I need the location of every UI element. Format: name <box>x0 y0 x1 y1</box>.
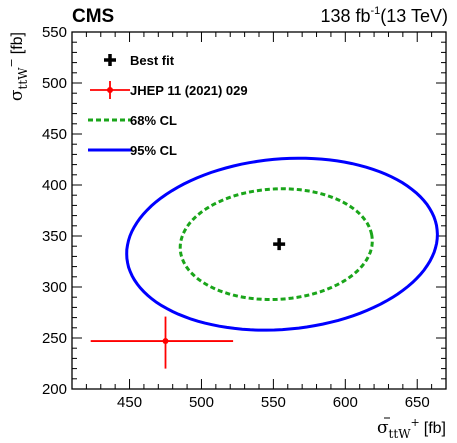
legend-item: JHEP 11 (2021) 029 <box>90 81 248 99</box>
legend-label: 95% CL <box>130 143 177 158</box>
y-tick-label: 250 <box>42 330 67 347</box>
legend-item: Best fit <box>104 53 175 68</box>
y-tick-label: 500 <box>42 75 67 92</box>
x-tick-label: 650 <box>405 394 430 411</box>
reference-point <box>162 338 169 345</box>
luminosity-label: 138 fb-1(13 TeV) <box>320 5 448 26</box>
y-tick-label: 350 <box>42 228 67 245</box>
legend-item: 95% CL <box>88 143 177 158</box>
x-tick-label: 450 <box>117 394 142 411</box>
legend: Best fit JHEP 11 (2021) 029 68% CL 95% CL <box>88 53 248 158</box>
points <box>90 238 286 369</box>
x-tick-label: 500 <box>189 394 214 411</box>
y-axis-title: σttW−[fb] <box>5 32 30 101</box>
legend-label: JHEP 11 (2021) 029 <box>130 83 248 98</box>
plot-frame <box>71 31 447 390</box>
legend-label: Best fit <box>130 53 175 68</box>
contour-95cl <box>125 156 439 332</box>
best-fit-marker <box>273 238 286 251</box>
axis-ticks <box>71 31 447 390</box>
y-tick-label: 200 <box>42 381 67 398</box>
x-tick-label: 550 <box>261 394 286 411</box>
y-tick-label: 450 <box>42 126 67 143</box>
contour-68cl <box>178 187 374 301</box>
x-axis-title: σttW+ [fb] <box>377 416 446 441</box>
legend-cross-icon <box>104 54 116 66</box>
legend-point <box>107 87 113 93</box>
y-tick-label: 400 <box>42 177 67 194</box>
legend-item: 68% CL <box>88 113 177 128</box>
legend-label: 68% CL <box>130 113 177 128</box>
experiment-label: CMS <box>72 6 114 27</box>
y-tick-label: 550 <box>42 24 67 41</box>
axis-tick-labels: 450 500 550 600 650 200 250 300 350 400 450 500 550 <box>42 24 430 411</box>
y-tick-label: 300 <box>42 279 67 296</box>
contours <box>125 156 439 332</box>
x-tick-label: 600 <box>333 394 358 411</box>
